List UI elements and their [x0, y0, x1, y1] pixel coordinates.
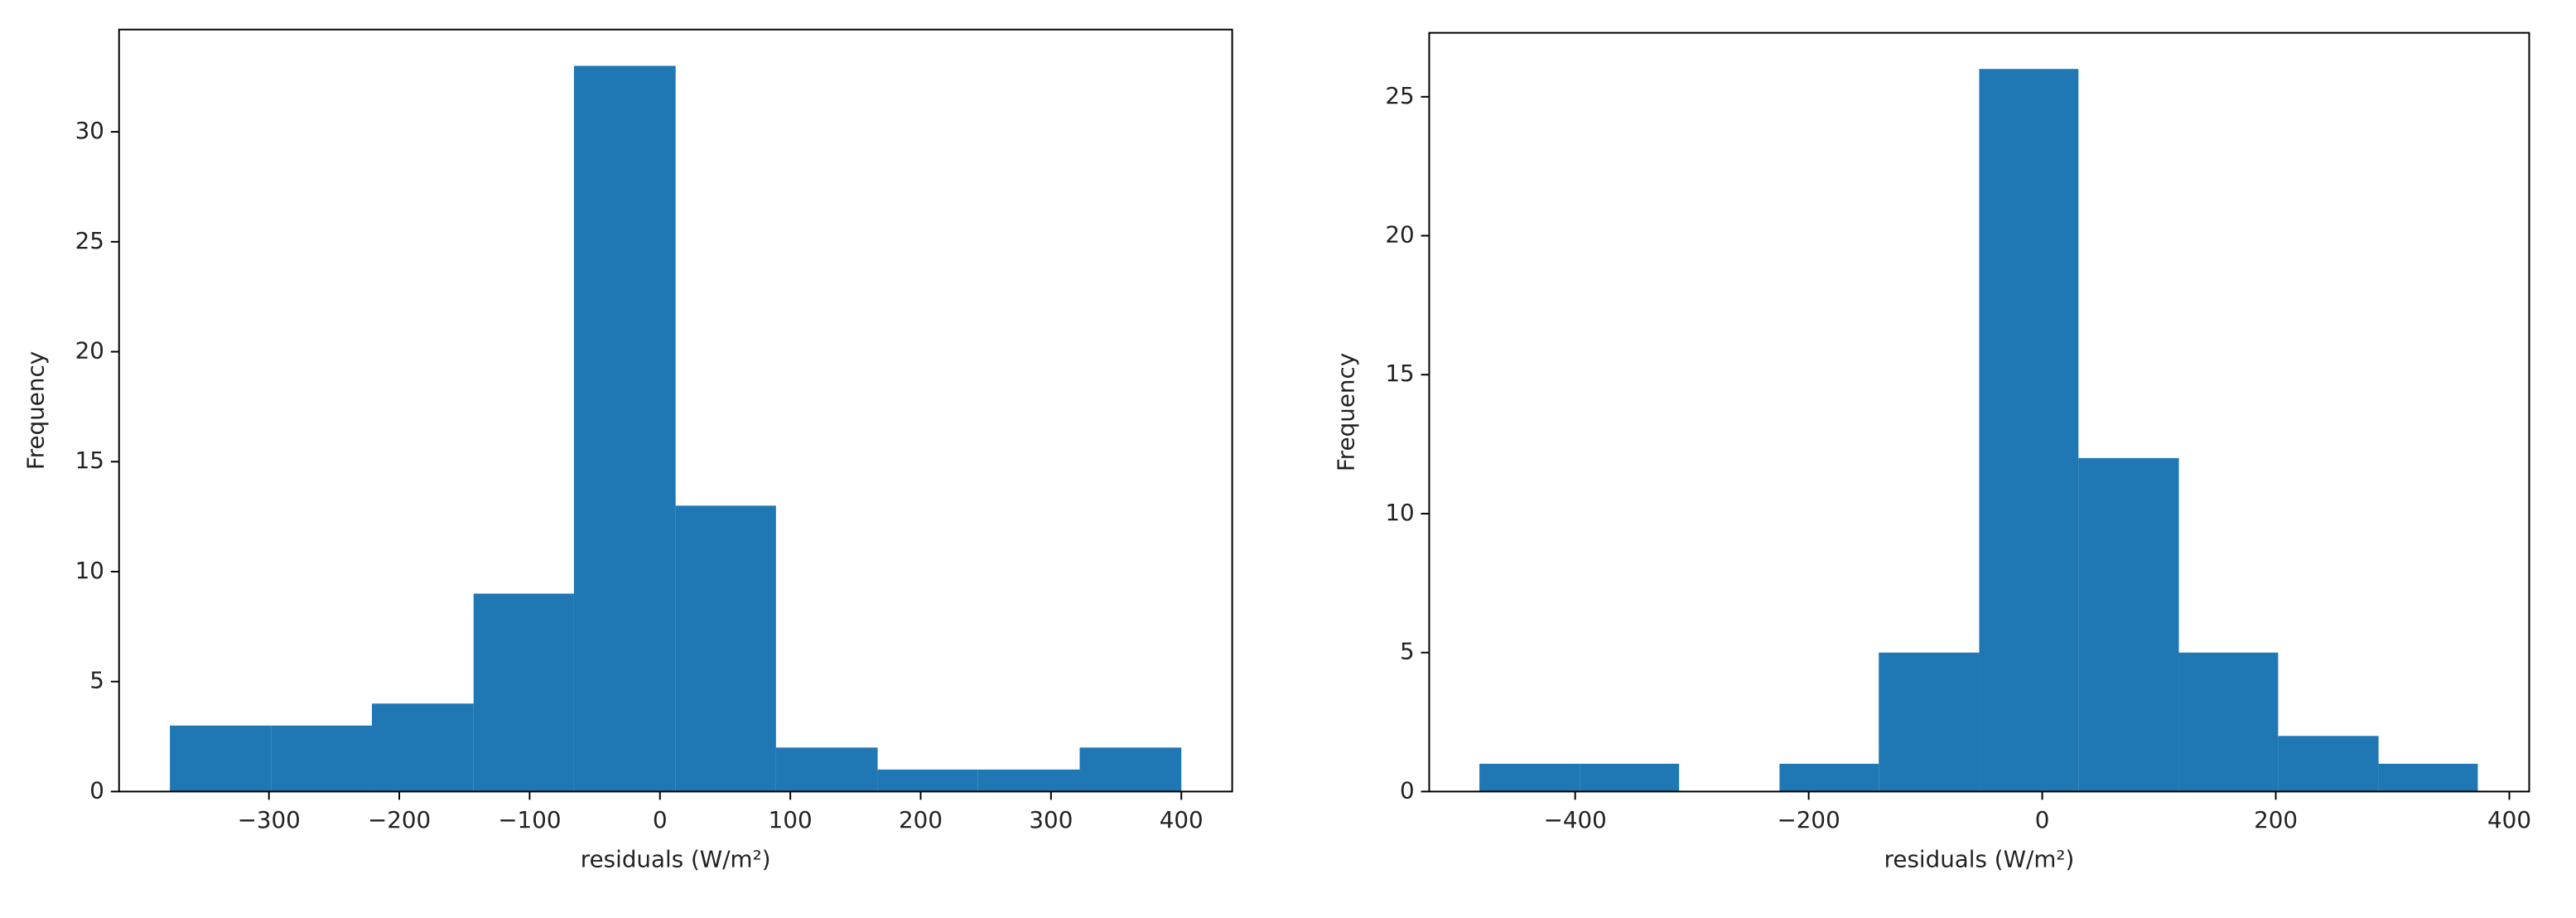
x-tick-label: 400 [1160, 806, 1204, 833]
x-tick-label: −400 [1544, 806, 1607, 833]
bar [573, 65, 676, 792]
bar [1979, 69, 2079, 792]
x-tick-label: −200 [368, 806, 431, 833]
bar [2078, 457, 2179, 792]
y-tick-label: 15 [75, 447, 104, 474]
x-tick-label: 300 [1029, 806, 1073, 833]
y-tick-label: 30 [75, 117, 104, 144]
y-tick-label: 10 [75, 557, 104, 584]
bar [977, 769, 1080, 792]
bar [372, 703, 474, 792]
bar [473, 593, 574, 792]
y-tick-label: 5 [89, 667, 104, 694]
y-tick-label: 25 [1385, 82, 1414, 109]
bar [1580, 763, 1680, 792]
y-axis-label: Frequency [22, 351, 50, 470]
x-tick-label: −200 [1778, 806, 1840, 833]
x-axis-label: residuals (W/m²) [1884, 846, 2075, 873]
axes-frame [118, 28, 1233, 793]
bar [775, 747, 878, 792]
x-tick-label: −300 [238, 806, 301, 833]
x-tick-label: 100 [769, 806, 813, 833]
x-tick-label: 0 [2035, 806, 2050, 833]
x-axis-label: residuals (W/m²) [581, 846, 771, 873]
bar [1879, 652, 1980, 792]
bar [2178, 652, 2279, 792]
y-tick-label: 20 [75, 337, 104, 365]
y-axis-label: Frequency [1332, 353, 1359, 471]
x-tick-label: 200 [2254, 806, 2298, 833]
y-tick-label: 0 [1400, 776, 1415, 804]
x-tick-label: −100 [498, 806, 561, 833]
y-tick-label: 5 [1400, 638, 1415, 665]
axes-frame [1428, 31, 2530, 793]
bar [2378, 763, 2478, 792]
bar [877, 769, 978, 792]
bar [1079, 747, 1182, 792]
y-tick-label: 25 [75, 227, 104, 254]
x-tick-label: 0 [653, 806, 668, 833]
bar [2278, 736, 2379, 792]
y-tick-label: 0 [89, 776, 104, 804]
x-tick-label: 400 [2487, 806, 2531, 833]
bar [1479, 763, 1580, 792]
y-tick-label: 15 [1385, 360, 1414, 387]
x-tick-label: 200 [899, 806, 943, 833]
bar [170, 725, 272, 792]
y-tick-label: 10 [1385, 499, 1414, 526]
bar [675, 505, 776, 792]
y-tick-label: 20 [1385, 221, 1414, 249]
bar [271, 725, 373, 792]
bar [1779, 763, 1879, 792]
